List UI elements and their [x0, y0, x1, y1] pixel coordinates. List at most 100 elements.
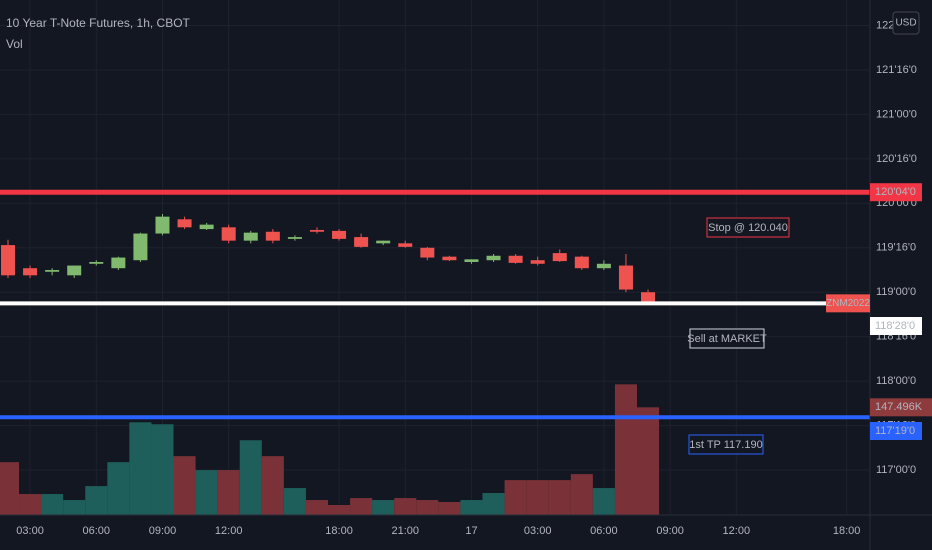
price-line-label: 117'19'0 [875, 425, 915, 437]
volume-bar [85, 486, 108, 515]
price-line-label: 118'28'0 [875, 320, 915, 332]
x-tick-label: 09:00 [656, 525, 684, 537]
volume-bar [548, 480, 571, 515]
candle-body [1, 245, 15, 276]
x-tick-label: 21:00 [391, 525, 419, 537]
volume-bar [526, 480, 549, 515]
grid [0, 0, 870, 515]
symbol-label-bg [826, 294, 870, 313]
price-line-label: 120'04'0 [875, 186, 916, 198]
volume-bar [592, 488, 615, 515]
candle-body [574, 256, 589, 269]
price-line-label-bg [870, 183, 922, 202]
volume-bar [328, 504, 351, 515]
volume-bar [570, 474, 593, 515]
candle-body [464, 259, 479, 262]
volume-label: 147.496K [875, 401, 923, 413]
volume-bar [283, 488, 306, 515]
volume-bar [504, 480, 527, 515]
volume-bar [239, 440, 262, 515]
volume-bar [63, 500, 86, 515]
candle-body [641, 292, 656, 303]
candle-body [309, 229, 324, 232]
note-text: Sell at MARKET [687, 333, 767, 345]
candle-body [89, 261, 104, 264]
candle-body [221, 227, 236, 241]
note-text: 1st TP 117.190 [689, 439, 762, 451]
volume-bar [482, 493, 505, 515]
note-box [706, 217, 790, 238]
x-tick-label: 12:00 [215, 525, 243, 537]
volume-bar [416, 500, 439, 515]
x-tick-label: 06:00 [590, 525, 618, 537]
note-box [689, 328, 765, 349]
candle-body [552, 253, 567, 262]
candle-body [243, 232, 258, 241]
price-line-label-bg [870, 422, 922, 440]
y-tick-label: 119'16'0 [876, 242, 916, 254]
volume-bar [636, 407, 660, 515]
candle-body [486, 255, 501, 261]
symbol-label: ZNM2022 [826, 298, 870, 309]
volume-bar [41, 494, 64, 515]
volume-bar [195, 470, 218, 515]
y-tick-label: 119'00'0 [876, 286, 916, 298]
candle-body [111, 257, 126, 269]
candle-body [67, 265, 82, 276]
volume-bar [129, 422, 152, 515]
candle-body [45, 269, 60, 272]
candle-body [618, 265, 633, 290]
volume-bar [151, 424, 174, 515]
x-tick-label: 12:00 [723, 525, 751, 537]
currency-label[interactable]: USD [895, 18, 916, 29]
candle-body [155, 216, 170, 234]
price-lines: Stop @ 120.040 Sell at MARKET 1st TP 117.1… [0, 189, 870, 455]
candle-body [287, 237, 302, 239]
volume-pane [0, 384, 660, 515]
x-tick-label: 09:00 [149, 525, 177, 537]
candle-body [265, 231, 280, 241]
note-text: Stop @ 120.040 [708, 222, 788, 234]
x-tick-label: 06:00 [83, 525, 111, 537]
x-tick-label: 18:00 [833, 525, 861, 537]
x-tick-label: 18:00 [325, 525, 353, 537]
candle-body [508, 255, 523, 263]
y-tick-label: 121'00'0 [876, 108, 917, 120]
candle-body [530, 260, 545, 264]
volume-bar [372, 500, 395, 515]
y-tick-label: 117'00'0 [876, 464, 916, 476]
candle-body [596, 263, 611, 269]
y-tick-label: 120'16'0 [876, 153, 917, 165]
x-tick-label: 17 [465, 525, 477, 537]
candle-body [398, 243, 413, 247]
volume-bar [0, 462, 20, 515]
candle-body [199, 224, 214, 230]
volume-bar [350, 498, 373, 515]
volume-bar [394, 498, 417, 515]
volume-bar [614, 384, 637, 515]
candle-body [442, 256, 457, 261]
y-tick-label: 121'16'0 [876, 64, 917, 76]
volume-bar [261, 456, 284, 515]
volume-bar [19, 494, 42, 515]
candle-body [332, 230, 347, 239]
volume-label-bg [870, 398, 932, 417]
x-tick-label: 03:00 [524, 525, 552, 537]
candles [1, 213, 656, 306]
y-tick-label: 118'00'0 [876, 375, 916, 387]
volume-bar [460, 500, 483, 515]
volume-bar [305, 500, 329, 515]
note-box [688, 434, 764, 455]
volume-bar [173, 456, 196, 515]
candle-body [420, 247, 435, 258]
candle-body [177, 219, 192, 228]
volume-bar [438, 502, 461, 515]
currency-button[interactable] [892, 11, 920, 35]
volume-title: Vol [6, 37, 23, 51]
chart-title: 10 Year T-Note Futures, 1h, CBOT [6, 16, 191, 30]
candle-body [354, 237, 369, 247]
x-tick-label: 03:00 [16, 525, 44, 537]
candle-body [23, 268, 38, 276]
volume-bar [107, 462, 130, 515]
